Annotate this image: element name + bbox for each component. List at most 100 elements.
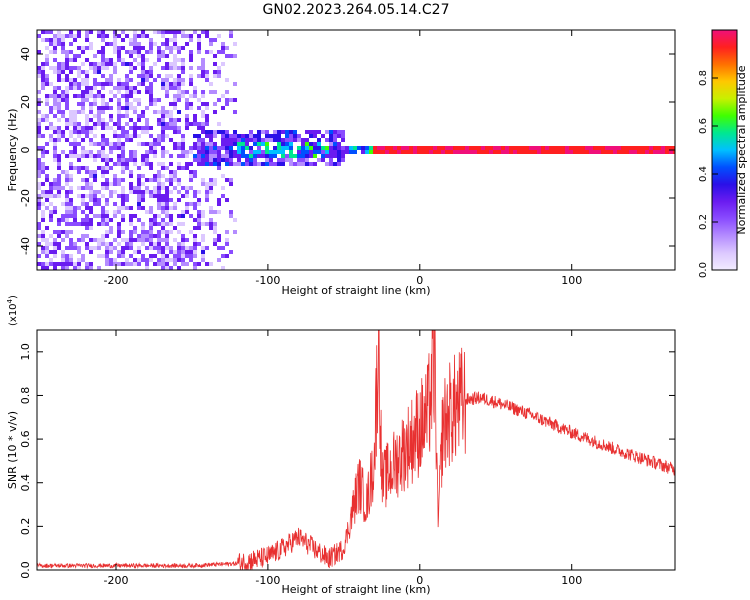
spectrogram-cell	[93, 190, 97, 194]
spectrogram-cell	[69, 230, 73, 234]
spectrogram-cell	[233, 54, 237, 58]
spectrogram-cell	[193, 170, 197, 174]
spectrogram-cell	[49, 138, 53, 142]
spectrogram-cell	[141, 234, 145, 238]
spectrogram-cell	[565, 146, 569, 150]
spectrogram-cell	[129, 262, 133, 266]
spectrogram-cell	[305, 138, 309, 142]
spectrogram-cell	[561, 146, 565, 150]
spectrogram-cell	[129, 230, 133, 234]
spectrogram-cell	[153, 242, 157, 246]
spectrogram-cell	[101, 126, 105, 130]
spectrogram-cell	[165, 238, 169, 242]
spectrogram-cell	[161, 122, 165, 126]
spectrogram-cell	[65, 222, 69, 226]
spectrogram-cell	[293, 138, 297, 142]
spectrogram-cell	[61, 94, 65, 98]
spectrogram-cell	[333, 146, 337, 150]
spectrogram-cell	[545, 146, 549, 150]
spectrogram-cell	[125, 238, 129, 242]
spectrogram-cell	[81, 198, 85, 202]
spectrogram-cell	[237, 162, 241, 166]
spectrogram-cell	[129, 54, 133, 58]
spectrogram-cell	[193, 134, 197, 138]
spectrogram-cell	[213, 102, 217, 106]
spectrogram-cell	[149, 50, 153, 54]
spectrogram-cell	[109, 126, 113, 130]
spectrogram-cell	[221, 50, 225, 54]
spectrogram-cell	[181, 34, 185, 38]
spectrogram-cell	[173, 102, 177, 106]
spectrogram-cell	[49, 30, 53, 34]
spectrogram-cell	[189, 146, 193, 150]
spectrogram-cell	[661, 150, 665, 154]
spectrogram-cell	[81, 98, 85, 102]
spectrogram-cell	[89, 186, 93, 190]
spectrogram-cell	[53, 130, 57, 134]
spectrogram-cell	[97, 30, 101, 34]
spectrogram-cell	[121, 162, 125, 166]
spectrogram-cell	[277, 134, 281, 138]
spectrogram-cell	[69, 178, 73, 182]
spectrogram-cell	[181, 234, 185, 238]
spectrogram-cell	[165, 90, 169, 94]
spectrogram-cell	[129, 138, 133, 142]
spectrogram-cell	[197, 154, 201, 158]
spectrogram-cell	[57, 74, 61, 78]
spectrogram-cell	[133, 86, 137, 90]
spectrogram-cell	[113, 122, 117, 126]
spectrogram-cell	[145, 126, 149, 130]
spectrogram-cell	[37, 194, 41, 198]
spectrogram-cell	[157, 238, 161, 242]
spectrogram-cell	[141, 154, 145, 158]
spectrogram-cell	[201, 178, 205, 182]
spectrogram-cell	[85, 82, 89, 86]
spectrogram-cell	[137, 174, 141, 178]
spectrogram-cell	[621, 146, 625, 150]
spectrogram-cell	[65, 170, 69, 174]
spectrogram-cell	[201, 154, 205, 158]
spectrogram-cell	[481, 150, 485, 154]
spectrogram-cell	[85, 170, 89, 174]
spectrogram-cell	[97, 122, 101, 126]
spectrogram-cell	[41, 82, 45, 86]
spectrogram-cell	[209, 206, 213, 210]
spectrogram-cell	[121, 126, 125, 130]
spectrogram-cell	[517, 146, 521, 150]
spectrogram-cell	[69, 166, 73, 170]
spectrogram-cell	[565, 150, 569, 154]
spectrogram-cell	[165, 198, 169, 202]
spectrogram-cell	[101, 214, 105, 218]
spectrogram-cell	[45, 250, 49, 254]
spectrogram-cell	[53, 246, 57, 250]
spectrogram-cell	[141, 126, 145, 130]
spectrogram-cell	[165, 110, 169, 114]
spectrogram-cell	[601, 146, 605, 150]
spectrogram-cell	[105, 142, 109, 146]
spectrogram-cell	[109, 230, 113, 234]
spectrogram-cell	[237, 158, 241, 162]
spectrogram-cell	[57, 94, 61, 98]
spectrogram-cell	[149, 226, 153, 230]
spectrogram-cell	[213, 242, 217, 246]
spectrogram-cell	[101, 138, 105, 142]
spectrogram-cell	[53, 86, 57, 90]
spectrogram-cell	[313, 146, 317, 150]
spectrogram-cell	[165, 54, 169, 58]
spectrogram-cell	[229, 34, 233, 38]
spectrogram-cell	[221, 106, 225, 110]
spectrogram-cell	[337, 154, 341, 158]
spectrogram-cell	[181, 78, 185, 82]
spectrogram-cell	[61, 266, 65, 270]
spectrogram-cell	[317, 138, 321, 142]
spectrogram-cell	[137, 74, 141, 78]
spectrogram-cell	[85, 118, 89, 122]
spectrogram-cell	[97, 246, 101, 250]
spectrogram-cell	[169, 174, 173, 178]
spectrogram-cell	[285, 138, 289, 142]
spectrogram-cell	[45, 94, 49, 98]
spectrogram-cell	[125, 110, 129, 114]
spectrogram-cell	[233, 130, 237, 134]
spectrogram-cell	[173, 258, 177, 262]
spectrogram-cell	[57, 106, 61, 110]
